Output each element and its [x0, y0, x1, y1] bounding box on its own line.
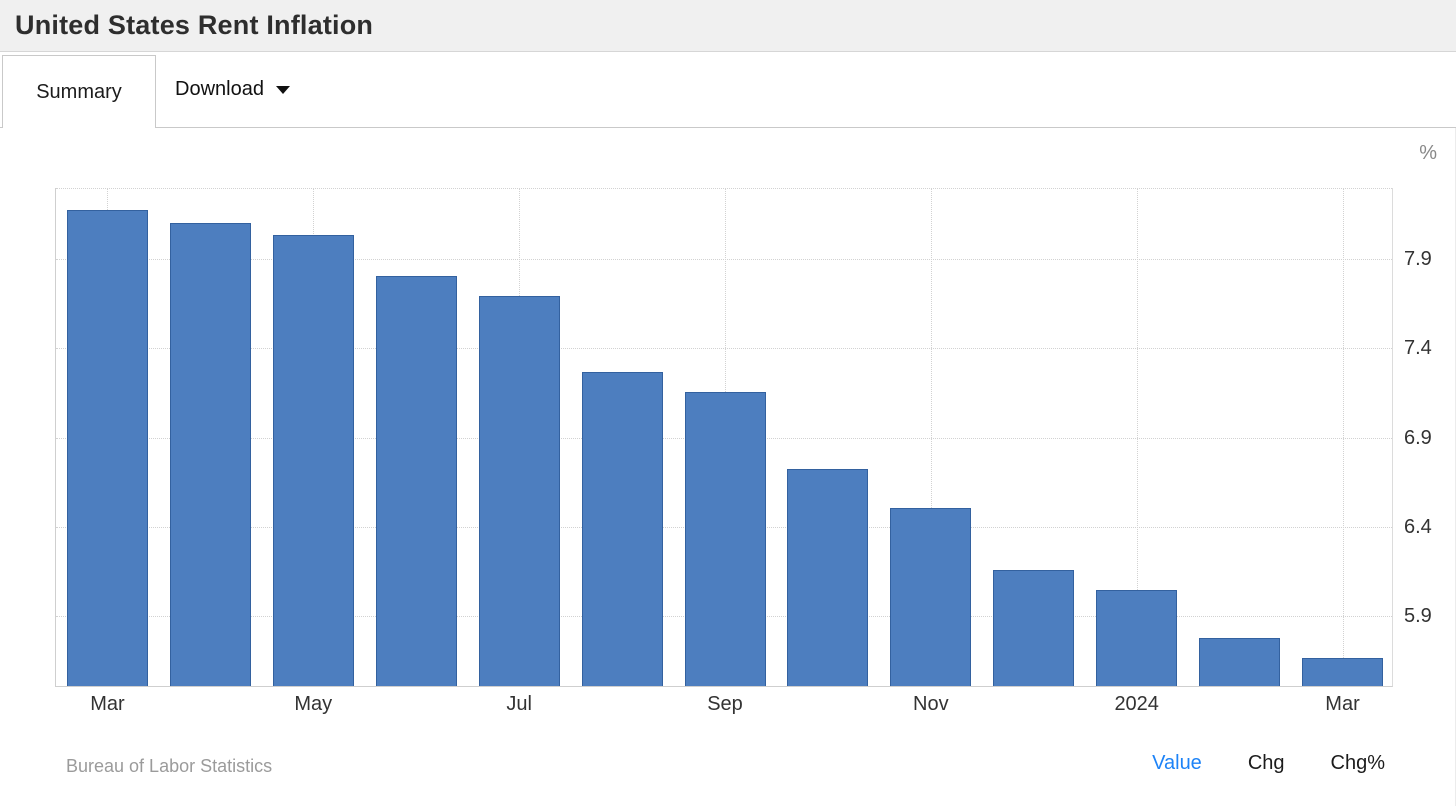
x-axis-tick-label: Jul — [506, 693, 532, 715]
bar-jun-2023[interactable] — [375, 276, 457, 686]
view-links: Value Chg Chg% — [1152, 752, 1385, 775]
bar-jul-2023[interactable] — [478, 295, 560, 686]
x-gridline — [1136, 188, 1138, 686]
tab-download-label: Download — [175, 78, 264, 100]
y-gridline — [56, 259, 1392, 261]
x-axis-tick-label: Mar — [90, 693, 125, 715]
x-axis-tick-label: Nov — [913, 693, 949, 715]
y-axis-tick-label: 5.9 — [1404, 604, 1432, 627]
tab-download[interactable]: Download — [157, 52, 290, 127]
bar-mar-2023[interactable] — [66, 210, 148, 686]
view-link-chgpct[interactable]: Chg% — [1330, 752, 1385, 774]
x-gridline — [1342, 188, 1344, 686]
bar-nov-2023[interactable] — [890, 507, 972, 686]
tab-summary[interactable]: Summary — [2, 55, 156, 128]
bar-may-2023[interactable] — [272, 235, 354, 686]
page-header: United States Rent Inflation — [0, 0, 1456, 52]
tab-bar: Summary Download — [0, 52, 1456, 128]
view-link-chg[interactable]: Chg — [1247, 752, 1285, 774]
tab-summary-label: Summary — [36, 80, 122, 103]
bar-oct-2023[interactable] — [787, 468, 869, 686]
x-axis-tick-label: May — [294, 693, 333, 715]
y-axis-tick-label: 7.4 — [1404, 337, 1432, 360]
y-axis-unit-label: % — [1419, 142, 1437, 164]
chart-card: % 5.9 6.4 6.9 7.4 7.9 Mar May Jul Sep Nov 2024 Mar … — [0, 128, 1456, 806]
x-gridline — [930, 188, 932, 686]
y-axis-tick-label: 7.9 — [1404, 248, 1432, 271]
chart-plot-area: 5.9 6.4 6.9 7.4 7.9 Mar May Jul Sep Nov 2024 Mar — [55, 188, 1432, 715]
view-link-value[interactable]: Value — [1152, 752, 1202, 774]
bar-dec-2023[interactable] — [993, 570, 1075, 686]
x-axis-tick-label: Sep — [707, 693, 743, 715]
bar-aug-2023[interactable] — [581, 372, 663, 686]
y-gridline — [56, 348, 1392, 350]
y-axis-tick-label: 6.9 — [1404, 426, 1432, 449]
bar-apr-2023[interactable] — [169, 222, 251, 686]
x-axis-tick-label: Mar — [1325, 693, 1360, 715]
gridline-top — [56, 188, 1392, 189]
source-label: Bureau of Labor Statistics — [66, 756, 273, 776]
bar-mar-2024[interactable] — [1302, 657, 1384, 686]
bar-jan-2024[interactable] — [1096, 589, 1178, 686]
y-axis-tick-label: 6.4 — [1404, 515, 1432, 538]
caret-down-icon — [275, 85, 290, 94]
x-axis-tick-label: 2024 — [1114, 693, 1159, 715]
page-title: United States Rent Inflation — [15, 10, 374, 40]
bar-sep-2023[interactable] — [684, 391, 766, 686]
bar-feb-2024[interactable] — [1199, 637, 1281, 686]
chart-footer: Bureau of Labor Statistics Value Chg Chg% — [0, 748, 1455, 788]
